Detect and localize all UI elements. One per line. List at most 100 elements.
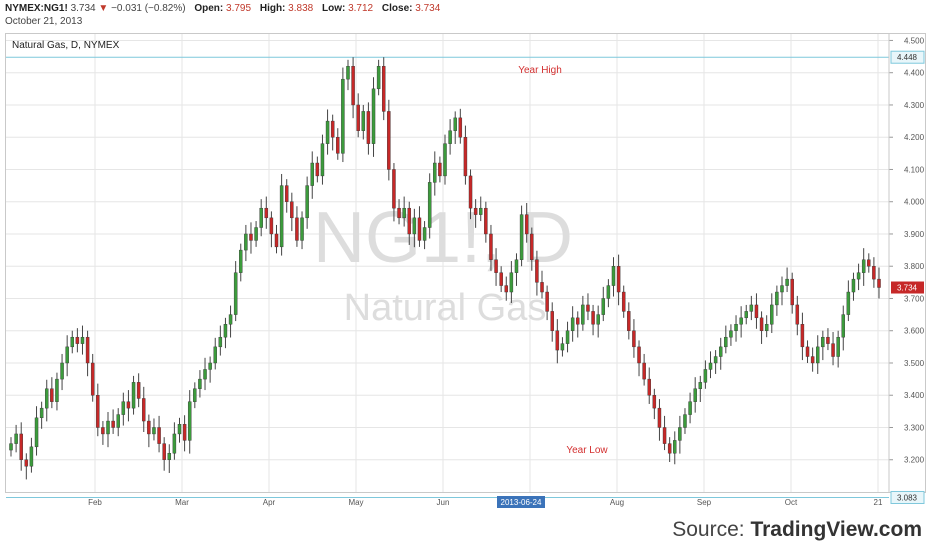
candle [764, 315, 769, 338]
candle [586, 293, 590, 321]
candle-up [228, 314, 233, 325]
candle-down [249, 233, 253, 241]
candle [233, 261, 238, 322]
candle [703, 360, 708, 389]
candle [611, 257, 616, 297]
candle-down [657, 407, 662, 428]
candle-down [632, 330, 636, 348]
source-brand: TradingView.com [750, 518, 922, 541]
candle-up [239, 249, 243, 273]
candle-down [284, 185, 289, 202]
y-tick-label: 3.500 [904, 359, 925, 368]
candle-down [826, 336, 830, 344]
candle [14, 424, 18, 453]
candle [85, 330, 90, 377]
candle [795, 295, 800, 336]
candle [601, 286, 606, 322]
candle [203, 357, 207, 391]
candle [560, 337, 565, 357]
candle [80, 325, 85, 355]
candle-up [218, 336, 223, 348]
candle-up [121, 401, 126, 415]
candle [244, 224, 248, 262]
candle [642, 353, 646, 386]
candle [581, 295, 585, 331]
candle-up [739, 317, 743, 325]
candle-down [867, 259, 871, 267]
candle [341, 67, 345, 163]
candle-up [55, 378, 59, 402]
candle-down [136, 382, 141, 399]
candle-down [438, 162, 442, 177]
candle-up [305, 185, 309, 219]
candle [785, 267, 789, 293]
candlestick-chart[interactable]: NG1!, D Natural Gas Natural Gas, D, NYME… [0, 0, 932, 515]
candle-down [530, 233, 534, 260]
x-tick-label: Sep [697, 498, 712, 507]
candle [463, 125, 468, 185]
candle-down [269, 217, 274, 235]
candle [254, 221, 258, 247]
candle-down [75, 336, 80, 344]
candle-down [407, 207, 411, 235]
candle-up [203, 369, 207, 380]
candle [193, 382, 197, 409]
candle [75, 328, 80, 353]
watermark-symbol: NG1!, D [313, 198, 573, 278]
candle [509, 261, 514, 303]
candle [729, 324, 733, 346]
candle-down [831, 343, 835, 357]
candle [116, 408, 120, 437]
candle [494, 248, 498, 286]
candle-down [586, 304, 590, 312]
candle-down [540, 282, 544, 293]
candle [381, 57, 386, 121]
candle-up [116, 414, 120, 428]
candle-up [443, 143, 447, 177]
candle-up [448, 130, 452, 144]
last-price-tag [891, 281, 924, 294]
candle-down [637, 346, 641, 364]
candle-up [259, 207, 263, 228]
candle [688, 392, 692, 424]
candle-up [734, 324, 738, 331]
high-label: High: [259, 3, 286, 14]
candle [65, 335, 69, 377]
candle-up [509, 272, 514, 293]
y-tick-label: 3.200 [904, 456, 925, 465]
candle [448, 119, 452, 155]
reference-tag [890, 50, 925, 64]
candle [157, 415, 161, 453]
close-value: 3.734 [415, 3, 441, 14]
candle-up [422, 227, 427, 241]
candle-down [356, 104, 360, 131]
candle-down [790, 278, 794, 306]
candle-down [642, 362, 646, 380]
candle-up [565, 330, 570, 344]
chart-frame[interactable] [5, 33, 926, 493]
candle [346, 59, 350, 91]
candle [70, 330, 75, 354]
candle [484, 201, 488, 243]
x-tick-label: Aug [610, 498, 624, 507]
candle-up [856, 272, 861, 280]
candle [279, 173, 284, 256]
candle [749, 295, 754, 321]
close-label: Close: [381, 3, 413, 14]
candle-down [417, 217, 422, 241]
candle [300, 211, 304, 250]
candle [9, 437, 13, 457]
candle [627, 302, 631, 340]
candle [284, 179, 289, 213]
candle-up [713, 356, 718, 364]
x-tick-label: Oct [785, 498, 798, 507]
candle [662, 415, 667, 451]
candle [96, 383, 100, 437]
candle-down [524, 214, 529, 235]
candle-up [683, 414, 687, 428]
candle-up [601, 298, 606, 315]
candle-down [616, 266, 621, 293]
candle [683, 408, 687, 434]
candle-up [453, 117, 457, 131]
candle [790, 272, 794, 314]
